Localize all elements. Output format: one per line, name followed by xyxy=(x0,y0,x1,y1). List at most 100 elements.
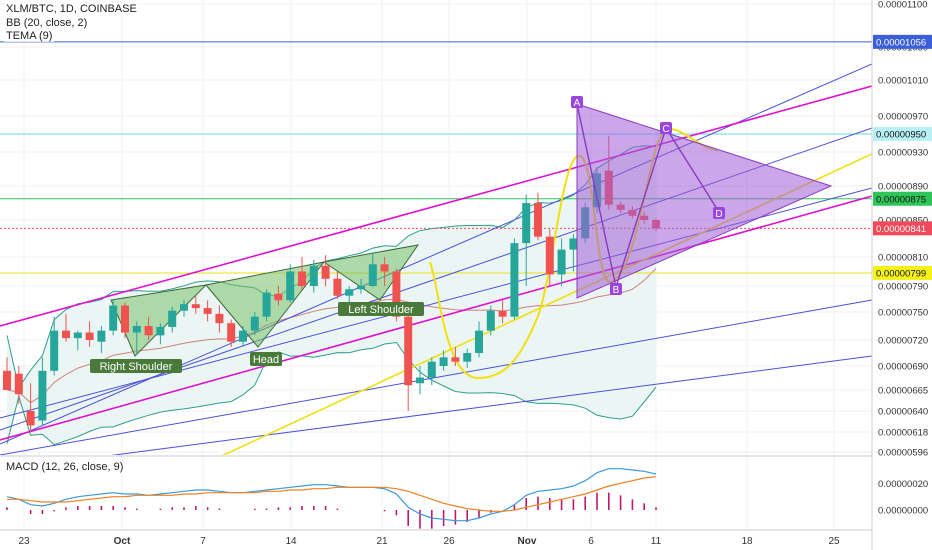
price-badge-label: 0.00000875 xyxy=(876,194,926,205)
macd-pane[interactable] xyxy=(6,468,657,529)
bb-legend-text: BB (20, close, 2) xyxy=(4,17,90,29)
chart-title: XLM/BTC, 1D, COINBASE xyxy=(4,3,139,15)
candle-body xyxy=(26,411,35,426)
price-tick-label: 0.00000970 xyxy=(878,112,928,123)
candle-body xyxy=(416,377,424,384)
candle-body xyxy=(534,203,542,237)
head-label-bg xyxy=(250,352,282,366)
bb-legend[interactable]: BB (20, close, 2) xyxy=(4,17,90,29)
tema-legend-text: TEMA (9) xyxy=(4,30,55,42)
price-tick-label: 0.00000930 xyxy=(878,148,928,159)
candle-body xyxy=(215,313,224,324)
candle-body xyxy=(109,305,118,331)
candle-body xyxy=(144,326,153,336)
price-badge-label: 0.00001056 xyxy=(876,37,926,48)
time-tick-label: 25 xyxy=(828,536,840,547)
candle-body xyxy=(498,310,507,317)
bb-upper-line xyxy=(6,145,657,389)
point-d-label-bg xyxy=(713,207,725,219)
time-tick-label: 23 xyxy=(18,536,30,547)
candle-body xyxy=(239,330,247,342)
main-pane[interactable]: Right Shoulder Head Left Shoulder A B C D xyxy=(0,41,932,470)
price-badge-label: 0.00000950 xyxy=(876,130,926,141)
price-tick-label: 0.00000640 xyxy=(878,407,928,418)
candle-body xyxy=(357,286,365,290)
point-a-label-bg xyxy=(571,96,583,108)
price-badge xyxy=(873,127,932,141)
time-tick-label: 26 xyxy=(443,536,455,547)
point-c-label: C xyxy=(662,124,669,135)
candle-body xyxy=(392,271,401,317)
price-badge xyxy=(873,34,932,49)
point-a-label: A xyxy=(574,98,581,109)
candle-body xyxy=(427,361,436,378)
time-tick-label: 18 xyxy=(741,536,753,547)
candle-body xyxy=(451,357,460,362)
point-b-label-bg xyxy=(610,283,622,295)
candle-body xyxy=(97,330,106,342)
point-d-label: D xyxy=(715,209,722,220)
candle-body xyxy=(85,332,94,340)
candle-body xyxy=(3,370,11,390)
price-tick-label: 0.00001100 xyxy=(878,0,928,11)
left-shoulder-label: Left Shoulder xyxy=(348,304,414,316)
bb-lower-line xyxy=(6,341,657,446)
time-tick-label: Nov xyxy=(518,536,537,547)
candle-body xyxy=(298,271,306,286)
time-tick-label: Oct xyxy=(114,536,131,547)
candle-body xyxy=(180,304,188,311)
price-tick-label: 0.00000850 xyxy=(878,216,928,227)
candle-body xyxy=(309,265,318,286)
time-tick-label: 7 xyxy=(200,536,206,547)
macd-tick-label: 0.00000000 xyxy=(878,506,928,517)
time-tick-label: 6 xyxy=(588,536,594,547)
candle-body xyxy=(156,326,165,336)
price-tick-label: 0.00000690 xyxy=(878,362,928,373)
price-tick-label: 0.00000618 xyxy=(878,428,928,439)
candle-body xyxy=(73,332,82,339)
tema-legend[interactable]: TEMA (9) xyxy=(4,30,55,42)
point-b-label: B xyxy=(613,285,620,296)
candle-body xyxy=(203,308,212,314)
candle-body xyxy=(333,278,342,296)
abcd-pattern-line xyxy=(576,103,720,290)
macd-line xyxy=(6,468,657,522)
point-c-label-bg xyxy=(660,122,672,134)
candle-body xyxy=(345,289,354,296)
candle-body xyxy=(132,326,141,333)
trendline xyxy=(0,63,872,445)
candle-body xyxy=(14,373,23,395)
price-tick-label: 0.00000665 xyxy=(878,386,928,397)
candle-body xyxy=(286,271,295,301)
candle-body xyxy=(262,292,271,317)
price-badge xyxy=(873,191,932,206)
price-tick-label: 0.00000890 xyxy=(878,182,928,193)
candle-body xyxy=(404,316,413,386)
trendline xyxy=(110,355,872,455)
candle-body xyxy=(121,305,129,333)
signal-line xyxy=(7,476,657,512)
candle-body xyxy=(191,304,200,309)
channel-line xyxy=(0,195,872,441)
candle-body xyxy=(168,310,177,327)
head-label: Head xyxy=(253,354,279,366)
price-tick-label: 0.00000720 xyxy=(878,336,928,347)
bb-basis-line xyxy=(6,268,657,404)
macd-legend[interactable]: MACD (12, 26, close, 9) xyxy=(4,461,126,473)
price-tick-label: 0.00000810 xyxy=(878,253,928,264)
candle-body xyxy=(475,330,483,353)
right-shoulder-label: Right Shoulder xyxy=(100,361,173,373)
right-shoulder-label-bg xyxy=(90,359,182,373)
candle-body xyxy=(545,236,554,275)
candle-body xyxy=(439,357,448,366)
candle-body xyxy=(62,330,70,339)
candle-body xyxy=(368,264,377,286)
trendline xyxy=(0,299,872,455)
price-tick-label: 0.00001010 xyxy=(878,76,928,87)
time-tick-label: 11 xyxy=(651,536,662,547)
candle-body xyxy=(463,353,472,362)
price-badge xyxy=(873,221,932,236)
